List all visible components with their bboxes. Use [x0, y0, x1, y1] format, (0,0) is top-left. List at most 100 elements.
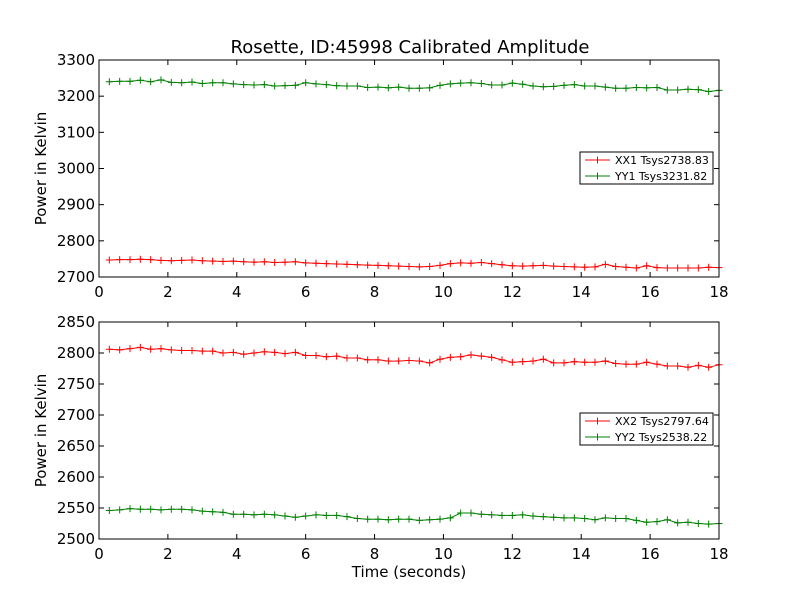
data-point-1-2-37	[477, 80, 485, 88]
data-point-2-1-21	[312, 351, 320, 359]
data-point-1-1-15	[250, 258, 258, 266]
data-point-2-2-42	[529, 512, 537, 520]
data-point-1-1-45	[560, 263, 568, 271]
data-point-2-1-7	[167, 346, 175, 354]
legend-marker	[594, 172, 601, 180]
data-point-1-1-31	[415, 263, 423, 271]
data-point-2-2-15	[250, 511, 258, 519]
data-point-1-1-50	[612, 263, 620, 271]
data-point-2-2-6	[157, 506, 165, 514]
data-point-1-1-25	[353, 261, 361, 269]
x-tick-label: 10	[434, 545, 453, 563]
x-tick-label: 6	[301, 545, 311, 563]
data-point-2-2-52	[632, 516, 640, 524]
data-point-1-1-10	[198, 257, 206, 265]
data-point-1-2-8	[178, 79, 186, 87]
data-point-2-2-28	[384, 516, 392, 524]
data-point-1-1-27	[374, 261, 382, 269]
data-point-2-1-24	[343, 354, 351, 362]
data-point-1-1-29	[395, 262, 403, 270]
data-point-2-1-57	[684, 363, 692, 371]
y-tick-label: 2850	[57, 313, 95, 331]
data-point-2-2-48	[591, 516, 599, 524]
data-point-1-1-17	[271, 259, 279, 267]
data-point-2-2-35	[457, 509, 465, 517]
data-point-2-1-29	[395, 357, 403, 365]
x-tick-label: 18	[709, 283, 728, 301]
data-point-2-1-11	[209, 347, 217, 355]
data-point-2-1-30	[405, 356, 413, 364]
data-point-2-1-49	[601, 357, 609, 365]
data-point-2-2-31	[415, 516, 423, 524]
data-point-1-2-36	[467, 79, 475, 87]
data-point-1-1-37	[477, 259, 485, 267]
data-point-1-1-40	[508, 262, 516, 270]
data-point-1-1-26	[364, 261, 372, 269]
data-point-2-2-43	[539, 513, 547, 521]
data-point-1-2-3	[126, 77, 134, 85]
legend-2: XX2 Tsys2797.64 YY2 Tsys2538.22	[579, 412, 714, 446]
chart-title: Rosette, ID:45998 Calibrated Amplitude	[231, 37, 590, 58]
data-point-2-1-54	[653, 360, 661, 368]
data-point-1-2-4	[136, 76, 144, 84]
data-point-2-2-26	[364, 515, 372, 523]
data-point-1-1-5	[147, 256, 155, 264]
data-point-1-2-40	[508, 79, 516, 87]
data-point-1-2-50	[612, 84, 620, 92]
data-point-2-1-59	[705, 363, 713, 371]
x-tick-label: 18	[709, 545, 728, 563]
legend-marker	[594, 417, 601, 425]
data-point-1-1-28	[384, 262, 392, 270]
data-point-1-2-5	[147, 78, 155, 86]
data-point-2-2-2	[116, 506, 124, 514]
y-tick-label: 2900	[57, 196, 95, 214]
data-point-2-2-22	[322, 511, 330, 519]
data-point-2-1-50	[612, 360, 620, 368]
x-tick-label: 10	[434, 283, 453, 301]
data-point-2-1-48	[591, 358, 599, 366]
data-point-1-2-52	[632, 83, 640, 91]
legend-label: XX2 Tsys2797.64	[615, 415, 709, 428]
subplot-2: 0 2 4 6 8 10 12 14 16 18 2500 2550 2600 2650 2700 2750 2…	[32, 313, 729, 581]
data-point-2-1-33	[436, 355, 444, 363]
data-point-1-1-44	[550, 262, 558, 270]
x-tick-label: 14	[572, 545, 591, 563]
data-point-2-2-57	[684, 518, 692, 526]
data-point-2-1-27	[374, 356, 382, 364]
data-point-1-1-30	[405, 263, 413, 271]
data-point-2-1-5	[147, 345, 155, 353]
data-point-1-2-47	[581, 82, 589, 90]
x-tick-label: 4	[232, 545, 242, 563]
data-point-2-2-45	[560, 514, 568, 522]
legend-1: XX1 Tsys2738.83 YY1 Tsys3231.82	[579, 151, 714, 185]
data-point-1-2-23	[333, 82, 341, 90]
x-tick-label: 0	[94, 545, 104, 563]
data-point-1-2-29	[395, 83, 403, 91]
data-point-2-2-33	[436, 515, 444, 523]
data-point-1-2-7	[167, 78, 175, 86]
data-point-1-2-25	[353, 82, 361, 90]
data-point-1-1-19	[291, 258, 299, 266]
data-point-1-2-28	[384, 84, 392, 92]
data-point-1-1-59	[705, 263, 713, 271]
data-point-2-2-37	[477, 510, 485, 518]
y-axis-label-2: Power in Kelvin	[32, 374, 50, 488]
x-tick-label: 16	[641, 545, 660, 563]
data-point-1-1-55	[663, 264, 671, 272]
data-point-1-2-11	[209, 79, 217, 87]
data-point-2-1-8	[178, 347, 186, 355]
data-point-1-2-18	[281, 82, 289, 90]
data-point-1-1-12	[219, 257, 227, 265]
y-tick-label: 2600	[57, 468, 95, 486]
data-point-2-2-50	[612, 515, 620, 523]
data-point-2-2-27	[374, 515, 382, 523]
data-point-2-1-28	[384, 357, 392, 365]
data-point-1-2-15	[250, 81, 258, 89]
y-tick-label: 3200	[57, 87, 95, 105]
data-point-1-2-41	[519, 80, 527, 88]
data-point-2-1-36	[467, 351, 475, 359]
data-point-1-1-43	[539, 261, 547, 269]
data-point-1-2-42	[529, 82, 537, 90]
